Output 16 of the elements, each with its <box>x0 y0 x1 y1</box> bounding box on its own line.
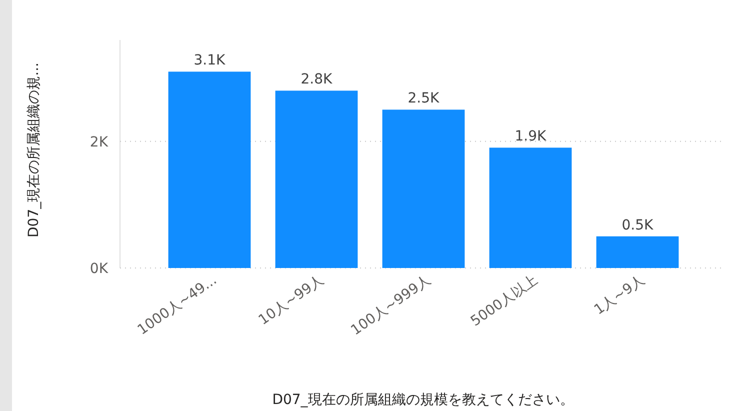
bar <box>596 236 679 268</box>
data-label: 2.5K <box>408 90 440 107</box>
bar <box>382 110 465 268</box>
data-label: 2.8K <box>300 72 334 88</box>
y-tick-label: 2K <box>90 134 109 150</box>
x-axis-title: D07_現在の所属組織の規模を教えてください。 <box>272 392 574 408</box>
bar <box>275 90 358 268</box>
y-axis-title: D07_現在の所属組織の規... <box>26 62 42 238</box>
data-label: 3.1K <box>194 52 226 69</box>
data-label: 0.5K <box>622 217 654 234</box>
data-label: 1.9K <box>514 128 548 145</box>
bar <box>168 72 251 268</box>
bar <box>489 148 572 268</box>
x-tick-label: 10人~99人 <box>256 272 327 328</box>
y-tick-label: 0K <box>90 261 109 277</box>
x-tick-label: 1人~9人 <box>591 272 648 318</box>
